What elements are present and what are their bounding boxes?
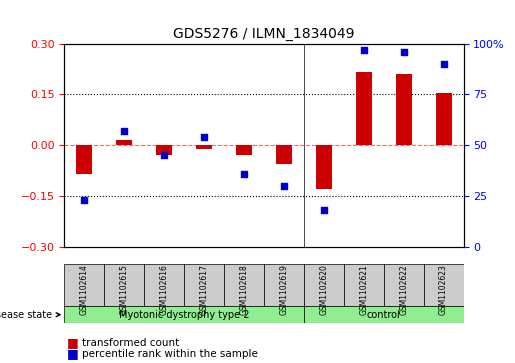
Point [280,183,288,189]
Text: GSM1102623: GSM1102623 [439,265,448,315]
Text: GSM1102617: GSM1102617 [200,265,209,315]
FancyBboxPatch shape [304,264,344,306]
Text: disease state: disease state [0,310,60,320]
Bar [316,145,332,189]
Text: transformed count: transformed count [82,338,180,348]
Bar [156,145,172,155]
Point [120,128,128,134]
Point [359,47,368,53]
Bar [276,145,292,164]
Text: GSM1102622: GSM1102622 [399,265,408,315]
Point [80,197,89,203]
FancyBboxPatch shape [423,264,464,306]
Bar [196,145,212,148]
Point [160,152,168,158]
Text: ■: ■ [67,337,79,350]
FancyBboxPatch shape [184,264,224,306]
Text: ■: ■ [67,347,79,360]
Title: GDS5276 / ILMN_1834049: GDS5276 / ILMN_1834049 [173,27,355,41]
FancyBboxPatch shape [304,306,464,323]
Point [439,61,448,67]
Text: Myotonic dystrophy type 2: Myotonic dystrophy type 2 [119,310,249,320]
Text: percentile rank within the sample: percentile rank within the sample [82,349,259,359]
Bar [76,145,92,174]
FancyBboxPatch shape [264,264,304,306]
Point [200,134,208,140]
FancyBboxPatch shape [144,264,184,306]
Text: GSM1102614: GSM1102614 [80,265,89,315]
Bar [356,72,372,145]
Bar [236,145,252,155]
FancyBboxPatch shape [104,264,144,306]
Text: GSM1102616: GSM1102616 [160,265,168,315]
FancyBboxPatch shape [344,264,384,306]
FancyBboxPatch shape [224,264,264,306]
Point [320,207,328,213]
FancyBboxPatch shape [64,306,304,323]
Text: GSM1102621: GSM1102621 [359,265,368,315]
Point [400,49,408,54]
Text: control: control [367,310,401,320]
Text: GSM1102618: GSM1102618 [239,265,248,315]
Bar [436,93,452,145]
FancyBboxPatch shape [384,264,423,306]
FancyBboxPatch shape [64,264,104,306]
Text: GSM1102620: GSM1102620 [319,265,328,315]
Point [240,171,248,176]
Text: GSM1102615: GSM1102615 [120,265,129,315]
Text: GSM1102619: GSM1102619 [280,265,288,315]
Bar [396,74,411,145]
Bar [116,140,132,145]
